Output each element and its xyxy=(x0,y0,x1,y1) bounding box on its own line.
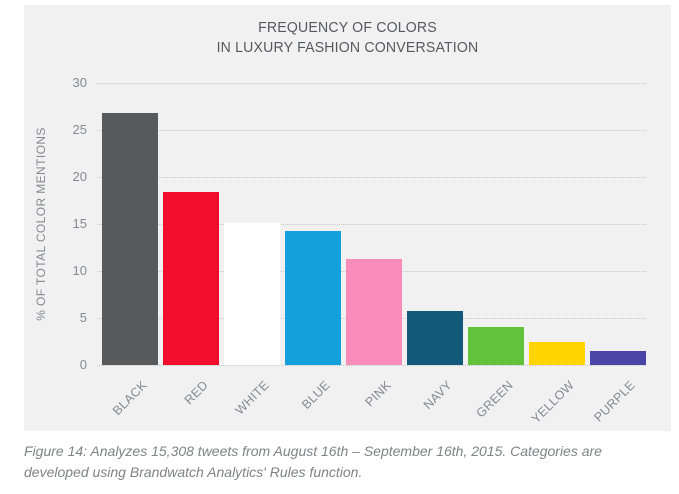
bar-white xyxy=(224,223,280,365)
bar-purple xyxy=(590,351,646,365)
y-tick-label-15: 15 xyxy=(72,216,87,231)
y-tick-label-30: 30 xyxy=(72,75,87,90)
y-tick-label-0: 0 xyxy=(79,357,87,372)
y-tick-label-20: 20 xyxy=(72,169,87,184)
chart-title: FREQUENCY OF COLORS IN LUXURY FASHION CO… xyxy=(43,18,651,58)
y-tick-label-5: 5 xyxy=(79,310,87,325)
chart-title-line2: IN LUXURY FASHION CONVERSATION xyxy=(216,39,479,56)
y-tick-label-10: 10 xyxy=(72,263,87,278)
bar-red xyxy=(163,192,219,365)
bar-pink xyxy=(346,259,402,365)
gridline-20 xyxy=(97,177,646,178)
gridline-30 xyxy=(97,83,646,84)
bar-black xyxy=(102,113,158,365)
y-tick-label-25: 25 xyxy=(72,122,87,137)
gridline-25 xyxy=(97,130,646,131)
bar-navy xyxy=(407,311,463,365)
figure-caption: Figure 14: Analyzes 15,308 tweets from A… xyxy=(24,443,602,480)
gridline-15 xyxy=(97,224,646,225)
chart-title-line1: FREQUENCY OF COLORS xyxy=(258,19,437,36)
gridline-0 xyxy=(97,365,646,366)
chart-panel: FREQUENCY OF COLORS IN LUXURY FASHION CO… xyxy=(24,5,671,431)
bar-blue xyxy=(285,231,341,365)
bar-yellow xyxy=(529,342,585,365)
bar-green xyxy=(468,327,524,365)
plot-area: BLACK RED WHITE BLUE PINK NAVY GREEN YELLOW PURP… xyxy=(97,83,646,426)
